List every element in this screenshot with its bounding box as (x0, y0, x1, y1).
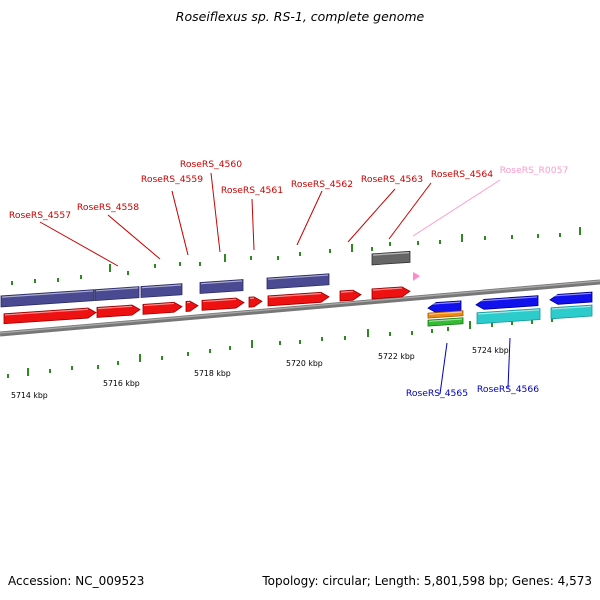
axis-tick-label: 5716 kbp (103, 379, 140, 388)
reverse-cds-block (476, 308, 541, 325)
forward-cds-block-highlight (267, 274, 329, 280)
gene-label-rosers_4559: RoseRS_4559 (141, 174, 203, 185)
misc-feature-orange-highlight (428, 311, 463, 315)
leader-line-rosers_4565 (439, 342, 448, 395)
sequence-backbone (0, 279, 600, 337)
label-leader-lines (39, 172, 511, 395)
forward-gene-arrow (3, 307, 97, 325)
forward-gene-arrow (248, 296, 263, 308)
misc-feature-green-highlight (428, 318, 463, 322)
genome-summary-text: Topology: circular; Length: 5,801,598 bp… (262, 574, 592, 588)
map-title: Roseiflexus sp. RS-1, complete genome (175, 9, 425, 24)
axis-tick-label: 5722 kbp (378, 352, 415, 361)
gene-label-rosers_4563: RoseRS_4563 (361, 174, 423, 185)
gene-label-rosers_4557: RoseRS_4557 (9, 210, 71, 221)
axis-labels: 5714 kbp 5716 kbp 5718 kbp 5720 kbp 5722 kbp… (11, 346, 509, 400)
leader-line-rosers_4564 (388, 182, 432, 240)
axis-tick-label: 5714 kbp (11, 391, 48, 400)
forward-gene-arrow-highlight (340, 290, 354, 293)
leader-line-rosers_4559 (171, 190, 189, 256)
reverse-gene-arrow-highlight (476, 296, 538, 302)
gene-labels: RoseRS_4557 RoseRS_4558 RoseRS_4559 RoseRS_… (9, 159, 569, 399)
rna-gene-arrow (413, 272, 420, 281)
backbone-line (0, 279, 600, 337)
leader-line-rosers_4562 (296, 190, 323, 246)
gene-label-rosers_4560: RoseRS_4560 (180, 159, 242, 170)
forward-cds-block-highlight (200, 280, 243, 285)
forward-gene-arrow-highlight (268, 292, 322, 298)
gene-label-rosers_4558: RoseRS_4558 (77, 202, 139, 213)
accession-text: Accession: NC_009523 (8, 574, 145, 588)
axis-tick-label: 5724 kbp (472, 346, 509, 355)
upper-tick-marks (11, 227, 581, 285)
forward-gene-arrow-highlight (372, 287, 403, 291)
reverse-gene-arrow-highlight (428, 301, 461, 305)
gene-label-rosers_4562: RoseRS_4562 (291, 179, 353, 190)
forward-gene-arrow (339, 289, 362, 302)
reverse-cds-block-highlight (551, 305, 592, 310)
axis-tick-label: 5718 kbp (194, 369, 231, 378)
leader-line-rosers_4557 (39, 221, 119, 267)
backbone-highlight (0, 280, 600, 334)
leader-line-rosers_4563 (347, 188, 396, 243)
forward-gene-arrow-highlight (202, 298, 237, 303)
feature-track (0, 250, 593, 327)
gene-label-rosers_4566: RoseRS_4566 (477, 384, 539, 395)
forward-gene-arrow-highlight (4, 308, 89, 316)
gene-label-rosers_4565: RoseRS_4565 (406, 388, 468, 399)
reverse-gene-arrow-highlight (550, 292, 592, 297)
gene-label-rosers_4564: RoseRS_4564 (431, 169, 493, 180)
gene-label-rosers_r0057: RoseRS_R0057 (500, 165, 569, 176)
reverse-cds-block-highlight (477, 309, 540, 315)
forward-cds-block-highlight (1, 290, 94, 298)
forward-gene-arrow (185, 300, 199, 312)
axis-tick-label: 5720 kbp (286, 359, 323, 368)
forward-cds-block-highlight (95, 287, 139, 292)
forward-cds-block-highlight (141, 284, 182, 289)
leader-line-rosers_4560 (210, 172, 221, 253)
leader-line-rosers_4566 (507, 337, 511, 389)
gene-label-rosers_4561: RoseRS_4561 (221, 185, 283, 196)
rna-feature-block-highlight (372, 251, 410, 256)
forward-gene-arrow-highlight (143, 302, 175, 307)
forward-gene-arrow-highlight (97, 305, 133, 310)
forward-cds-block (0, 289, 95, 308)
leader-line-rosers_4561 (251, 198, 255, 251)
leader-line-rosers_r0057 (412, 179, 501, 237)
leader-line-rosers_4558 (107, 214, 161, 260)
